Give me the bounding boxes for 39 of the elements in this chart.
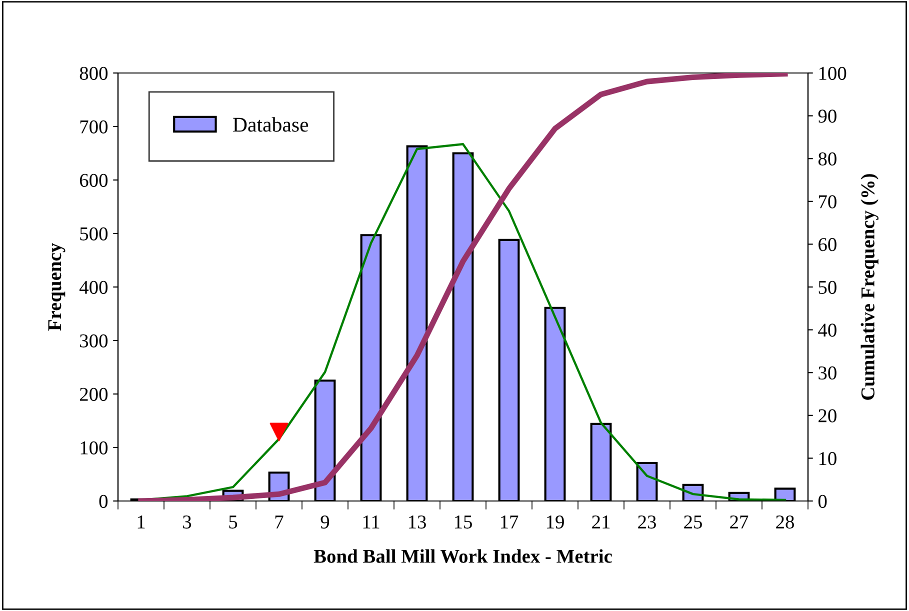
y2-tick-label: 50 bbox=[818, 280, 836, 294]
x-tick-label: 3 bbox=[183, 516, 192, 529]
x-tick-label: 15 bbox=[454, 516, 472, 529]
legend-label: Database bbox=[233, 117, 308, 132]
y2-tick-label: 40 bbox=[818, 324, 836, 337]
x-tick-label: 5 bbox=[229, 516, 238, 529]
y-tick-label: 600 bbox=[80, 174, 108, 187]
x-tick-label: 21 bbox=[592, 516, 610, 528]
y2-tick-label: 80 bbox=[818, 152, 836, 166]
y-tick-label: 800 bbox=[80, 66, 108, 80]
y2-tick-label: 100 bbox=[819, 66, 846, 80]
x-tick-label: 9 bbox=[320, 516, 330, 529]
x-tick-label: 13 bbox=[408, 516, 426, 529]
y2-tick-label: 70 bbox=[819, 195, 836, 208]
x-tick-label: 23 bbox=[638, 516, 656, 529]
x-tick-label: 25 bbox=[684, 516, 702, 529]
y2-tick-label: 30 bbox=[818, 366, 836, 380]
x-tick-label: 28 bbox=[776, 515, 794, 529]
y-tick-label: 200 bbox=[80, 388, 108, 401]
y2-tick-label: 0 bbox=[818, 494, 827, 508]
y2-tick-label: 20 bbox=[818, 409, 836, 422]
y-tick-label: 100 bbox=[80, 441, 108, 454]
x-tick-label: 19 bbox=[546, 516, 564, 529]
y-tick-label: 700 bbox=[80, 120, 108, 134]
y-tick-label: 400 bbox=[79, 280, 108, 294]
y-tick-label: 300 bbox=[80, 334, 108, 348]
x-tick-label: 27 bbox=[730, 516, 748, 528]
x-tick-label: 11 bbox=[363, 516, 380, 528]
y-tick-label: 500 bbox=[80, 227, 108, 240]
x-tick-label: 17 bbox=[500, 516, 518, 528]
x-tick-label: 1 bbox=[138, 516, 145, 528]
y2-tick-label: 10 bbox=[819, 452, 836, 466]
y-tick-label: 0 bbox=[99, 494, 108, 508]
y2-tick-label: 60 bbox=[818, 238, 836, 252]
x-tick-label: 7 bbox=[275, 516, 284, 528]
y2-axis-title: Cumulative Frequency (%) bbox=[860, 174, 878, 400]
y-axis-title: Frequency bbox=[48, 243, 66, 331]
x-axis-title: Bond Ball Mill Work Index - Metric bbox=[314, 549, 612, 563]
y2-tick-label: 90 bbox=[818, 110, 836, 123]
